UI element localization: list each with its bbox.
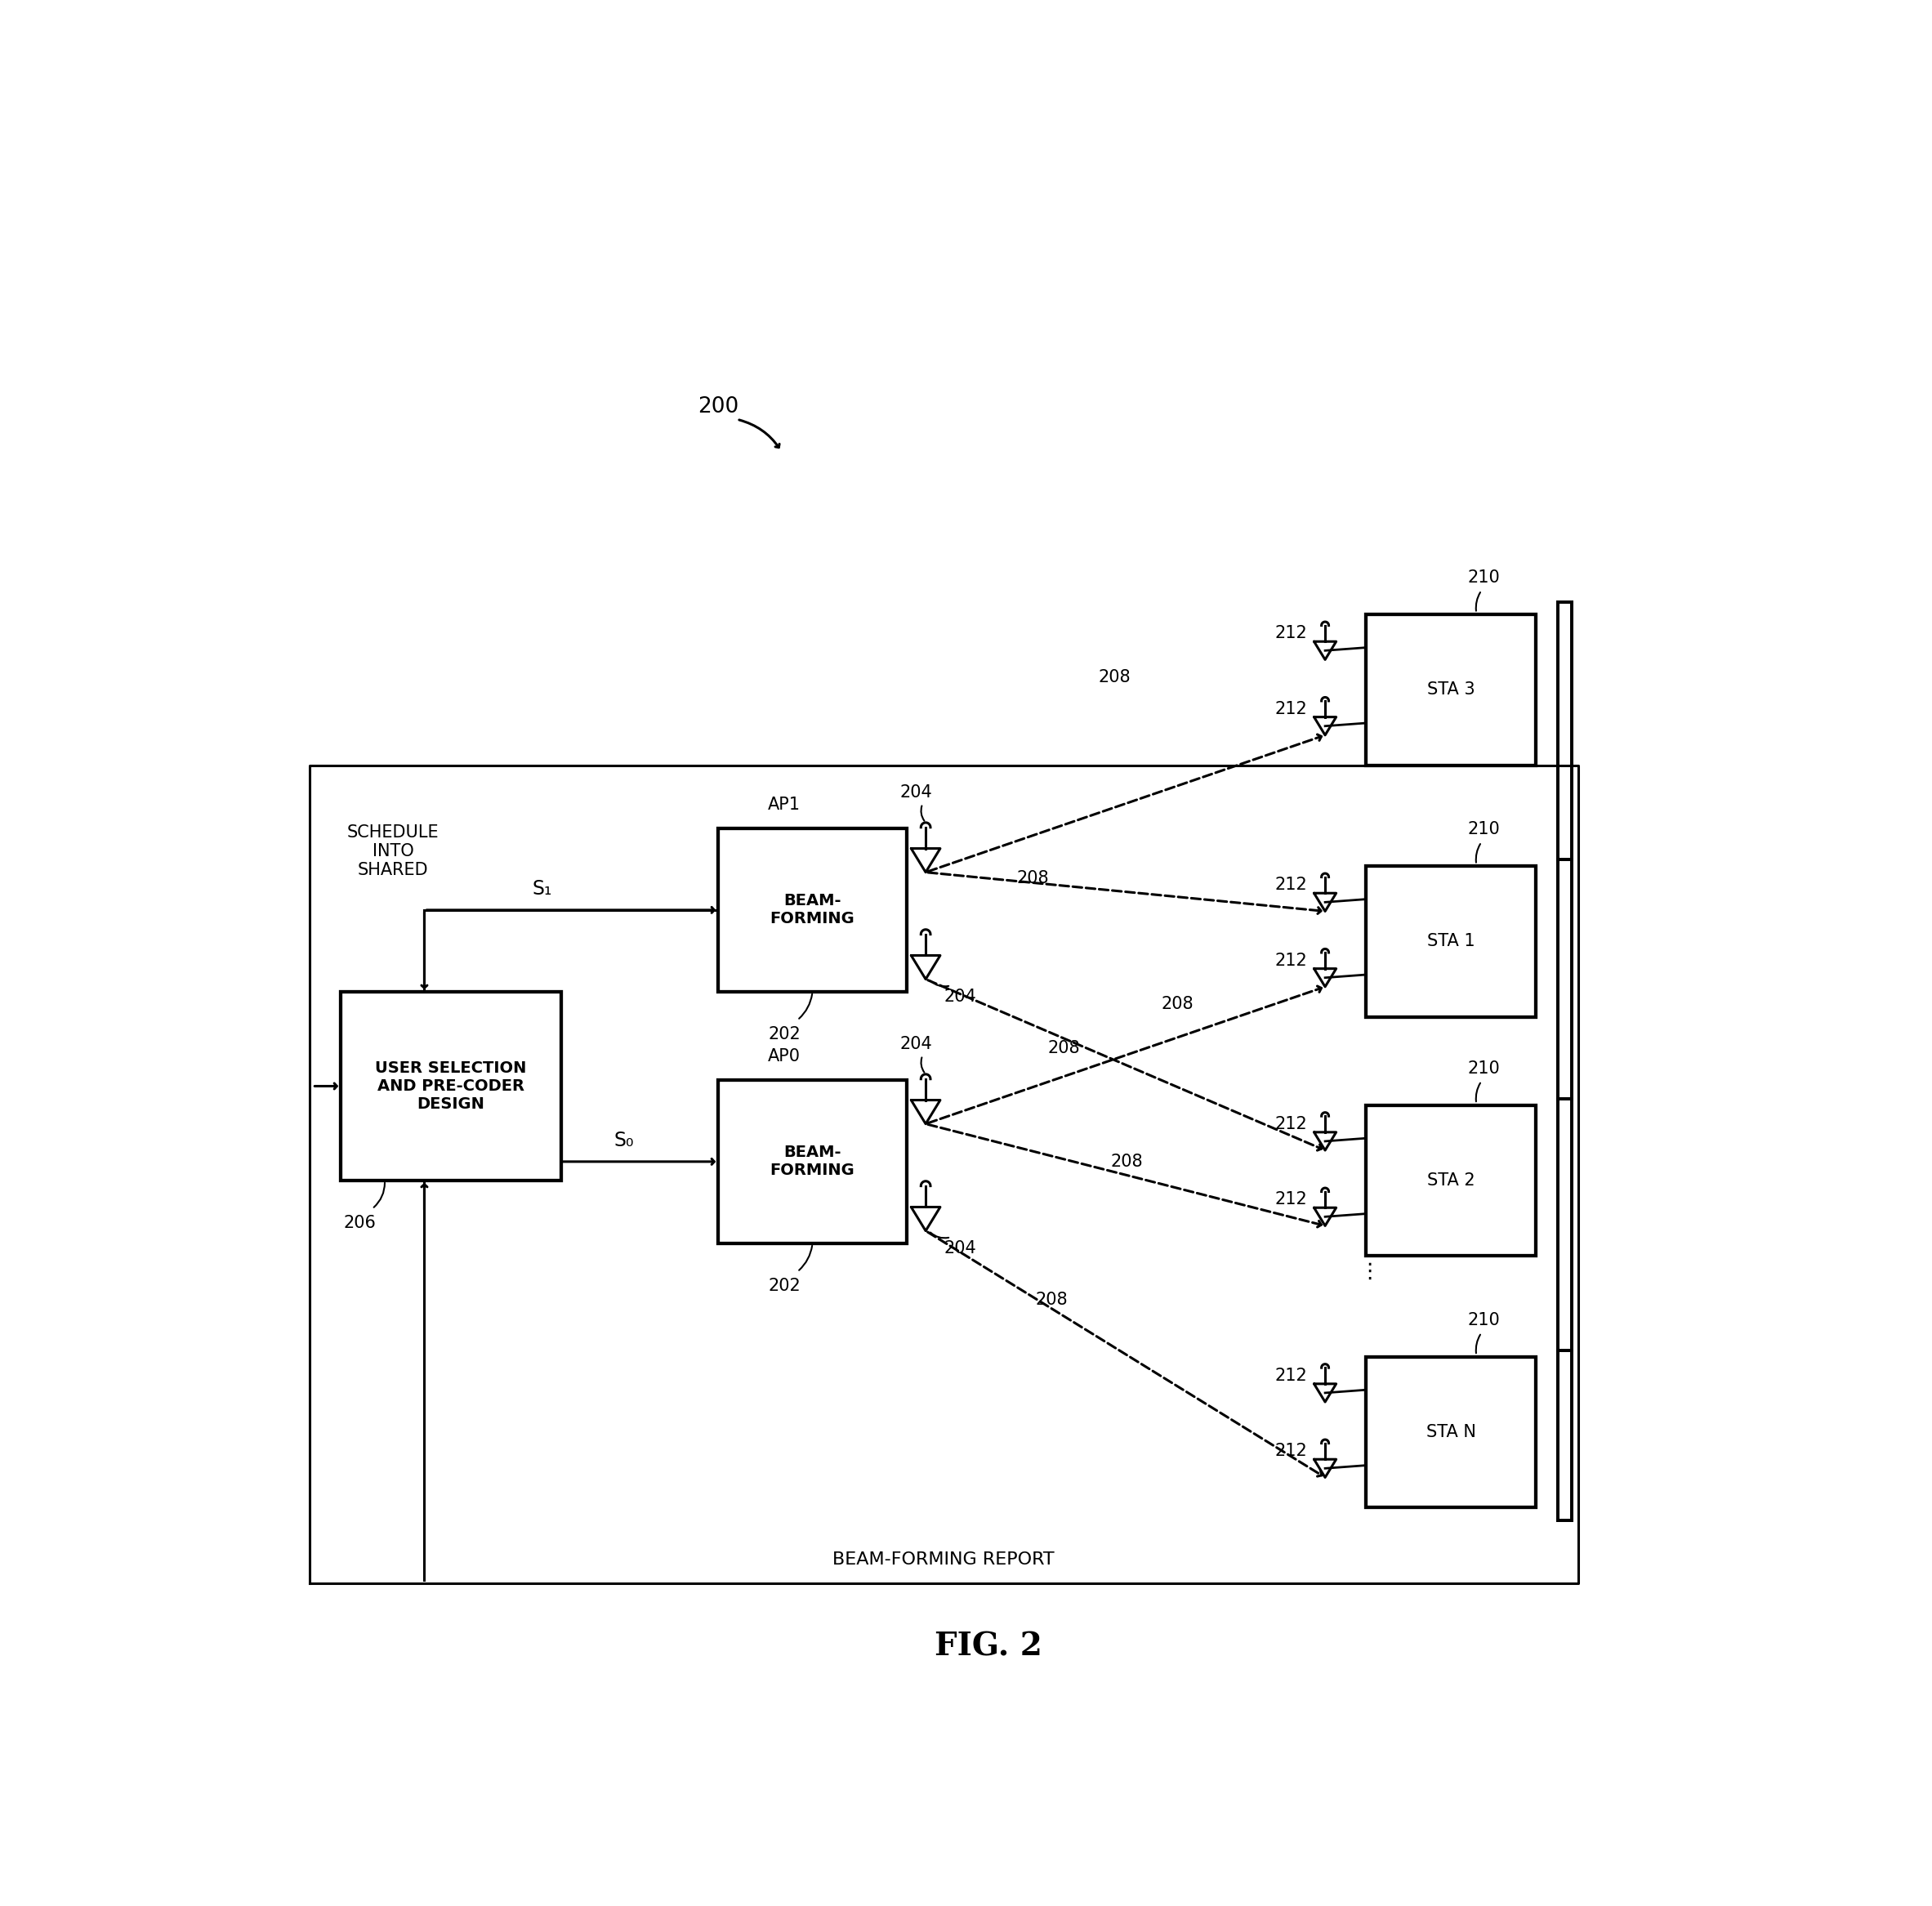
Text: FIG. 2: FIG. 2 — [935, 1632, 1043, 1662]
Text: S₀: S₀ — [614, 1130, 634, 1151]
Text: 208: 208 — [1097, 669, 1130, 686]
Text: STA N: STA N — [1426, 1424, 1476, 1441]
Text: 210: 210 — [1468, 1060, 1501, 1077]
Text: 212: 212 — [1275, 1117, 1306, 1132]
Text: 210: 210 — [1468, 570, 1501, 585]
FancyBboxPatch shape — [719, 1081, 906, 1243]
Text: 202: 202 — [767, 1279, 800, 1294]
Text: 204: 204 — [900, 1035, 933, 1052]
Text: 212: 212 — [1275, 1443, 1306, 1460]
Text: 208: 208 — [1036, 1292, 1068, 1308]
Text: 210: 210 — [1468, 821, 1501, 837]
Text: AP0: AP0 — [767, 1048, 800, 1064]
Text: 212: 212 — [1275, 877, 1306, 894]
Text: 212: 212 — [1275, 1369, 1306, 1384]
FancyBboxPatch shape — [1366, 865, 1536, 1018]
Text: 204: 204 — [945, 1241, 976, 1256]
Text: BEAM-FORMING REPORT: BEAM-FORMING REPORT — [833, 1551, 1055, 1567]
FancyBboxPatch shape — [1366, 614, 1536, 766]
Text: STA 1: STA 1 — [1428, 934, 1474, 949]
Text: STA 2: STA 2 — [1428, 1172, 1474, 1189]
Text: 210: 210 — [1468, 1311, 1501, 1328]
Text: 204: 204 — [900, 783, 933, 801]
Text: 212: 212 — [1275, 1191, 1306, 1208]
Text: 200: 200 — [697, 396, 738, 417]
FancyBboxPatch shape — [340, 991, 560, 1180]
Text: 202: 202 — [767, 1025, 800, 1043]
Text: AP1: AP1 — [767, 797, 800, 812]
Text: 212: 212 — [1275, 625, 1306, 642]
Text: 204: 204 — [945, 989, 976, 1004]
Text: STA 3: STA 3 — [1428, 682, 1474, 698]
FancyBboxPatch shape — [1366, 1105, 1536, 1256]
Text: 208: 208 — [1016, 871, 1049, 886]
Text: S₁: S₁ — [531, 879, 553, 900]
Text: BEAM-
FORMING: BEAM- FORMING — [771, 894, 854, 926]
Text: USER SELECTION
AND PRE-CODER
DESIGN: USER SELECTION AND PRE-CODER DESIGN — [375, 1060, 527, 1111]
Text: BEAM-
FORMING: BEAM- FORMING — [771, 1146, 854, 1178]
Text: ⋮: ⋮ — [1358, 1262, 1379, 1283]
Text: 208: 208 — [1161, 997, 1194, 1012]
Text: SCHEDULE
INTO
SHARED: SCHEDULE INTO SHARED — [348, 823, 439, 879]
Text: 208: 208 — [1047, 1041, 1080, 1056]
Text: 206: 206 — [344, 1216, 377, 1231]
Text: 212: 212 — [1275, 701, 1306, 717]
FancyBboxPatch shape — [719, 829, 906, 991]
Text: 212: 212 — [1275, 953, 1306, 968]
Text: 208: 208 — [1111, 1153, 1144, 1170]
FancyBboxPatch shape — [1366, 1357, 1536, 1508]
